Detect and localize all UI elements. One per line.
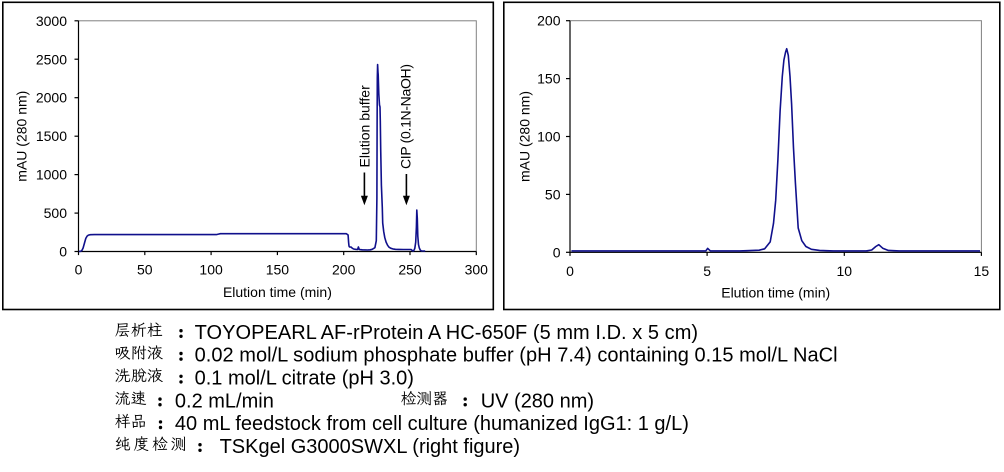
svg-text:40 mL feedstock from cell cult: 40 mL feedstock from cell culture (human… [175,413,689,435]
svg-text:300: 300 [465,261,489,277]
svg-text:100: 100 [537,129,561,145]
svg-text:1500: 1500 [36,128,67,144]
svg-text:mAU (280 nm): mAU (280 nm) [14,91,30,182]
svg-text:mAU (280 nm): mAU (280 nm) [517,91,533,182]
svg-text:3000: 3000 [36,13,67,29]
svg-text:TSKgel G3000SWXL (right figure: TSKgel G3000SWXL (right figure) [220,436,520,458]
svg-text:Elution buffer: Elution buffer [356,85,372,168]
svg-text:250: 250 [398,261,422,277]
svg-text:2000: 2000 [36,90,67,106]
svg-text:0: 0 [553,244,561,260]
svg-text:0: 0 [59,244,67,260]
svg-text:50: 50 [545,186,561,202]
svg-text:15: 15 [974,263,990,279]
svg-text:10: 10 [836,263,852,279]
svg-text:5: 5 [703,263,711,279]
svg-text:0.2 mL/min: 0.2 mL/min [175,390,274,412]
svg-text:UV (280 nm): UV (280 nm) [481,390,594,412]
svg-text:0.1 mol/L citrate (pH 3.0): 0.1 mol/L citrate (pH 3.0) [195,368,414,390]
svg-text:0: 0 [75,261,83,277]
svg-text:1000: 1000 [36,167,67,183]
svg-text:Elution time (min): Elution time (min) [721,284,830,300]
svg-text:50: 50 [137,261,153,277]
svg-text:CIP (0.1N-NaOH): CIP (0.1N-NaOH) [397,64,413,169]
svg-text:150: 150 [537,71,561,87]
svg-text:TOYOPEARL AF-rProtein A HC-650: TOYOPEARL AF-rProtein A HC-650F (5 mm I.… [195,322,698,344]
svg-text:Elution time (min): Elution time (min) [223,284,332,300]
svg-text:200: 200 [332,261,356,277]
svg-text:0.02 mol/L sodium phosphate bu: 0.02 mol/L sodium phosphate buffer (pH 7… [195,345,838,367]
svg-text:150: 150 [266,261,290,277]
svg-text:2500: 2500 [36,51,67,67]
svg-text:0: 0 [566,263,574,279]
svg-text:500: 500 [44,205,68,221]
svg-text:100: 100 [199,261,223,277]
svg-text:200: 200 [537,13,561,29]
